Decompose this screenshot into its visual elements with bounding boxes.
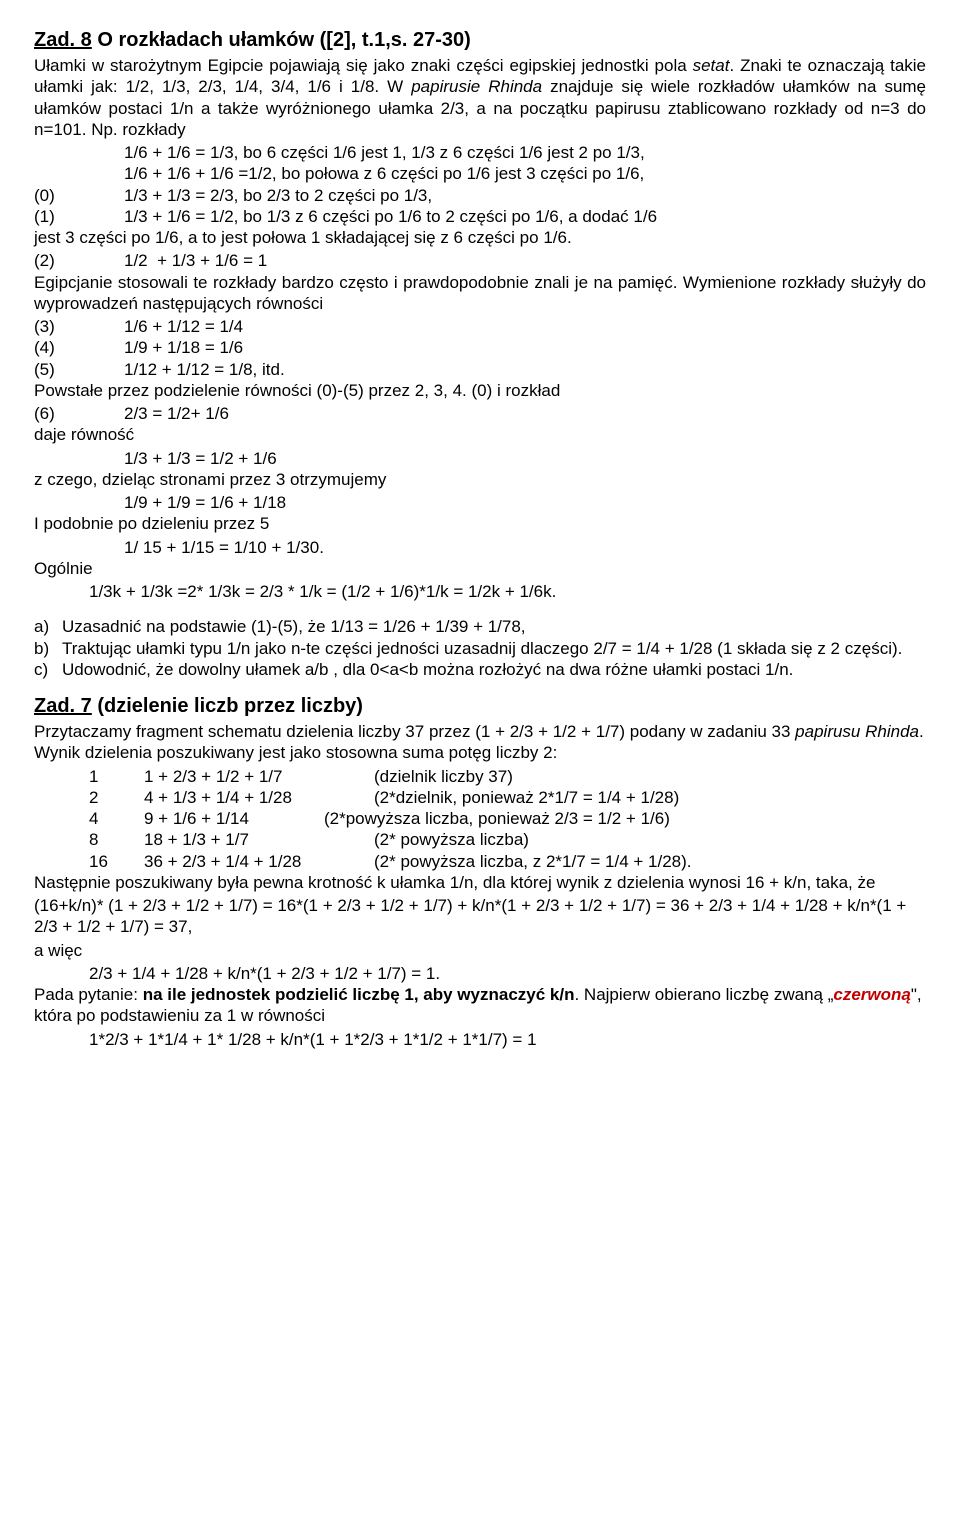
zad7-p1: Przytaczamy fragment schematu dzielenia … — [34, 721, 926, 764]
zad7-heading: Zad. 7 (dzielenie liczb przez liczby) — [34, 694, 926, 719]
zad7-section: Zad. 7 (dzielenie liczb przez liczby) Pr… — [34, 694, 926, 1050]
marker: c) — [34, 659, 62, 680]
zad8-eq4: 1/3k + 1/3k =2* 1/3k = 2/3 * 1/k = (1/2 … — [34, 581, 926, 602]
zad8-p3: Egipcjanie stosowali te rozkłady bardzo … — [34, 272, 926, 315]
text: 1/12 + 1/12 = 1/8, itd. — [124, 360, 285, 379]
zad8-p4: Powstałe przez podzielenie równości (0)-… — [34, 380, 926, 401]
zad8-qb: b) Traktując ułamki typu 1/n jako n-te c… — [34, 638, 926, 659]
col1: 8 — [89, 829, 144, 850]
zad8-l5: (5)1/12 + 1/12 = 1/8, itd. — [34, 359, 926, 380]
zad8-section: Zad. 8 O rozkładach ułamków ([2], t.1,s.… — [34, 28, 926, 680]
zad7-title: Zad. 7 — [34, 695, 92, 717]
text: Pada pytanie: — [34, 985, 143, 1004]
marker: (0) — [34, 185, 124, 206]
marker: (4) — [34, 337, 124, 358]
text: Przytaczamy fragment schematu dzielenia … — [34, 722, 795, 741]
marker: b) — [34, 638, 62, 659]
zad8-qa: a) Uzasadnić na podstawie (1)-(5), że 1/… — [34, 616, 926, 637]
col2: 36 + 2/3 + 1/4 + 1/28 — [144, 851, 374, 872]
text: Udowodnić, że dowolny ułamek a/b , dla 0… — [62, 659, 926, 680]
marker: (1) — [34, 206, 124, 227]
zad8-heading: Zad. 8 O rozkładach ułamków ([2], t.1,s.… — [34, 28, 926, 53]
zad8-qc: c) Udowodnić, że dowolny ułamek a/b , dl… — [34, 659, 926, 680]
col3: (dzielnik liczby 37) — [374, 767, 513, 786]
text: Traktując ułamki typu 1/n jako n-te częś… — [62, 638, 926, 659]
zad8-p6: z czego, dzieląc stronami przez 3 otrzym… — [34, 469, 926, 490]
zad8-l3: (3)1/6 + 1/12 = 1/4 — [34, 316, 926, 337]
text: 1/6 + 1/12 = 1/4 — [124, 317, 243, 336]
text: 1/9 + 1/18 = 1/6 — [124, 338, 243, 357]
zad7-p4: Pada pytanie: na ile jednostek podzielić… — [34, 984, 926, 1027]
zad7-p3: a więc — [34, 940, 926, 961]
col1: 1 — [89, 766, 144, 787]
zad7-eq3: 1*2/3 + 1*1/4 + 1* 1/28 + k/n*(1 + 1*2/3… — [34, 1029, 926, 1050]
zad8-p5: daje równość — [34, 424, 926, 445]
zad8-title-rest: O rozkładach ułamków ([2], t.1,s. 27-30) — [92, 29, 471, 51]
zad7-row5: 1636 + 2/3 + 1/4 + 1/28(2* powyższa licz… — [34, 851, 926, 872]
czerwona: czerwoną — [833, 985, 910, 1004]
col2: 1 + 2/3 + 1/2 + 1/7 — [144, 766, 374, 787]
col3: (2* powyższa liczba) — [374, 830, 529, 849]
zad8-p1: Ułamki w starożytnym Egipcie pojawiają s… — [34, 55, 926, 140]
col1: 16 — [89, 851, 144, 872]
zad8-l0: (0)1/3 + 1/3 = 2/3, bo 2/3 to 2 części p… — [34, 185, 926, 206]
zad7-eq1: (16+k/n)* (1 + 2/3 + 1/2 + 1/7) = 16*(1 … — [34, 895, 926, 938]
zad8-p7: I podobnie po dzieleniu przez 5 — [34, 513, 926, 534]
marker: (3) — [34, 316, 124, 337]
zad8-p2: jest 3 części po 1/6, a to jest połowa 1… — [34, 227, 926, 248]
col1: 2 — [89, 787, 144, 808]
zad8-p8: Ogólnie — [34, 558, 926, 579]
marker: a) — [34, 616, 62, 637]
papirusu-rhinda: papirusu Rhinda — [795, 722, 919, 741]
zad7-row2: 24 + 1/3 + 1/4 + 1/28(2*dzielnik, poniew… — [34, 787, 926, 808]
text: 1/3 + 1/6 = 1/2, bo 1/3 z 6 części po 1/… — [124, 207, 657, 226]
text: . Najpierw obierano liczbę zwaną „ — [574, 985, 833, 1004]
bold-question: na ile jednostek podzielić liczbę 1, aby… — [143, 985, 575, 1004]
setat: setat — [693, 56, 730, 75]
zad8-l2: (2)1/2 + 1/3 + 1/6 = 1 — [34, 250, 926, 271]
col3: (2*powyższa liczba, ponieważ 2/3 = 1/2 +… — [324, 809, 670, 828]
papirusie-rhinda: papirusie Rhinda — [411, 77, 542, 96]
col3: (2* powyższa liczba, z 2*1/7 = 1/4 + 1/2… — [374, 852, 692, 871]
marker: (5) — [34, 359, 124, 380]
zad8-l1: (1)1/3 + 1/6 = 1/2, bo 1/3 z 6 części po… — [34, 206, 926, 227]
col3: (2*dzielnik, ponieważ 2*1/7 = 1/4 + 1/28… — [374, 788, 679, 807]
zad8-l6: (6)2/3 = 1/2+ 1/6 — [34, 403, 926, 424]
zad7-title-rest: (dzielenie liczb przez liczby) — [92, 695, 363, 717]
zad7-eq2: 2/3 + 1/4 + 1/28 + k/n*(1 + 2/3 + 1/2 + … — [34, 963, 926, 984]
text: 1/3 + 1/3 = 2/3, bo 2/3 to 2 części po 1… — [124, 186, 432, 205]
marker: (2) — [34, 250, 124, 271]
zad8-r1: 1/6 + 1/6 = 1/3, bo 6 części 1/6 jest 1,… — [34, 142, 926, 163]
zad8-r2: 1/6 + 1/6 + 1/6 =1/2, bo połowa z 6 częś… — [34, 163, 926, 184]
text: 2/3 = 1/2+ 1/6 — [124, 404, 229, 423]
zad8-l4: (4)1/9 + 1/18 = 1/6 — [34, 337, 926, 358]
col2: 18 + 1/3 + 1/7 — [144, 829, 374, 850]
zad8-title: Zad. 8 — [34, 29, 92, 51]
text: Uzasadnić na podstawie (1)-(5), że 1/13 … — [62, 616, 926, 637]
col1: 4 — [89, 808, 144, 829]
zad7-row1: 11 + 2/3 + 1/2 + 1/7(dzielnik liczby 37) — [34, 766, 926, 787]
zad8-eq3: 1/ 15 + 1/15 = 1/10 + 1/30. — [34, 537, 926, 558]
marker: (6) — [34, 403, 124, 424]
text: 1/2 + 1/3 + 1/6 = 1 — [124, 251, 267, 270]
zad7-row4: 818 + 1/3 + 1/7(2* powyższa liczba) — [34, 829, 926, 850]
col2: 9 + 1/6 + 1/14 — [144, 808, 324, 829]
zad7-p2: Następnie poszukiwany była pewna krotnoś… — [34, 872, 926, 893]
zad8-eq2: 1/9 + 1/9 = 1/6 + 1/18 — [34, 492, 926, 513]
zad7-row3: 49 + 1/6 + 1/14(2*powyższa liczba, ponie… — [34, 808, 926, 829]
text: Ułamki w starożytnym Egipcie pojawiają s… — [34, 56, 693, 75]
col2: 4 + 1/3 + 1/4 + 1/28 — [144, 787, 374, 808]
zad8-eq1: 1/3 + 1/3 = 1/2 + 1/6 — [34, 448, 926, 469]
